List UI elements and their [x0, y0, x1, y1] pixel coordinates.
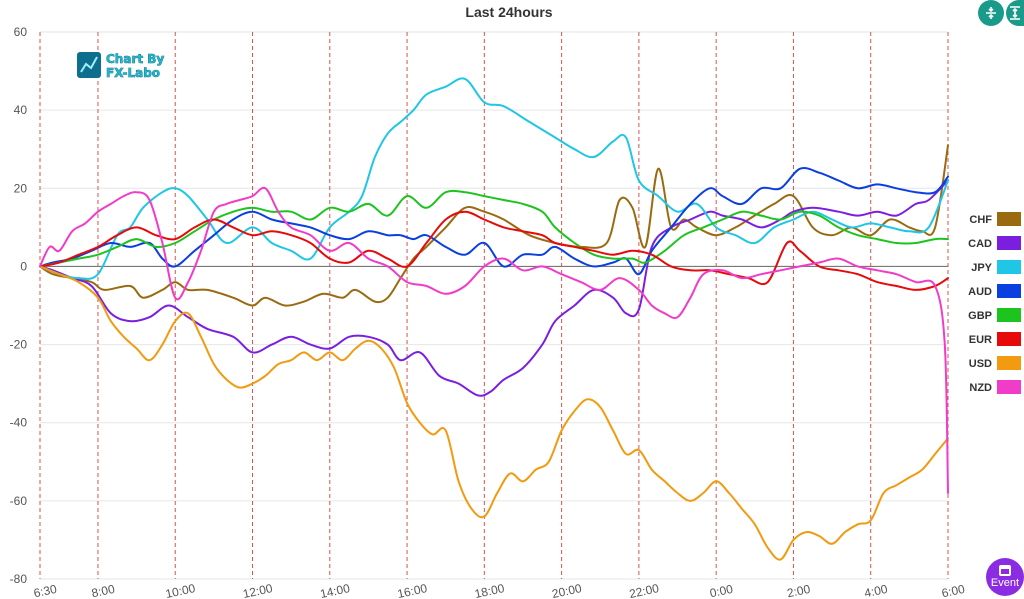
x-axis-ticks: 6:30 8:00 10:00 12:00 14:00 16:00 18:00 20:00 22…	[32, 581, 966, 599]
legend-swatch-gbp[interactable]	[997, 308, 1021, 322]
x-tick-label: 0:00	[708, 582, 734, 599]
logo-line2: FX-Labo	[106, 66, 160, 80]
legend-label-eur: EUR	[969, 334, 992, 346]
logo-line1: Chart By	[106, 52, 164, 66]
y-tick-label: 20	[14, 181, 28, 195]
legend-label-usd: USD	[969, 358, 992, 370]
x-tick-label: 6:00	[940, 582, 966, 599]
collapse-vertical-icon[interactable]	[978, 0, 1004, 26]
x-tick-label: 10:00	[164, 581, 197, 599]
x-tick-label: 22:00	[628, 581, 661, 599]
legend-label-cad: CAD	[968, 238, 992, 250]
legend-label-aud: AUD	[968, 286, 992, 298]
legend-swatch-nzd[interactable]	[997, 380, 1021, 394]
legend-swatch-cad[interactable]	[997, 236, 1021, 250]
y-tick-label: 60	[14, 25, 28, 39]
series-lines	[39, 77, 949, 561]
series-line-eur	[39, 210, 949, 291]
legend-label-jpy: JPY	[971, 262, 992, 274]
y-tick-label: 0	[20, 259, 27, 273]
legend-label-gbp: GBP	[968, 310, 992, 322]
event-button-label: Event	[990, 577, 1020, 589]
y-tick-label: -80	[10, 572, 28, 586]
x-tick-label: 8:00	[90, 582, 116, 599]
series-line-usd	[39, 265, 949, 561]
expand-vertical-icon[interactable]	[1006, 0, 1024, 26]
y-axis-ticks: 60 40 20 0 -20 -40 -60 -80	[10, 25, 28, 586]
x-tick-label: 6:30	[32, 582, 58, 599]
grid	[39, 31, 949, 580]
x-tick-label: 12:00	[242, 581, 275, 599]
x-tick-label: 2:00	[786, 582, 812, 599]
event-button[interactable]: Event	[986, 558, 1024, 596]
x-tick-label: 14:00	[319, 581, 352, 599]
legend-swatch-chf[interactable]	[997, 212, 1021, 226]
y-tick-label: -20	[10, 338, 28, 352]
x-tick-label: 20:00	[551, 581, 584, 599]
y-tick-label: 40	[14, 103, 28, 117]
legend-swatch-jpy[interactable]	[997, 260, 1021, 274]
calendar-icon	[999, 565, 1011, 576]
y-tick-label: -60	[10, 494, 28, 508]
series-line-aud	[39, 166, 949, 276]
legend-swatch-aud[interactable]	[997, 284, 1021, 298]
series-line-jpy	[39, 77, 949, 280]
legend-label-chf: CHF	[969, 214, 992, 226]
legend-label-nzd: NZD	[969, 382, 992, 394]
series-line-nzd	[39, 186, 949, 494]
x-tick-label: 4:00	[863, 582, 889, 599]
y-tick-label: -40	[10, 416, 28, 430]
chart-by-logo: Chart By FX-Labo	[77, 52, 165, 80]
legend: CHF CAD JPY AUD GBP EUR USD NZD	[968, 212, 1021, 394]
x-tick-label: 18:00	[473, 581, 506, 599]
series-line-gbp	[39, 189, 949, 268]
legend-swatch-eur[interactable]	[997, 332, 1021, 346]
logo-icon	[77, 52, 101, 78]
x-tick-label: 16:00	[396, 581, 429, 599]
chart-title: Last 24hours	[465, 4, 552, 20]
legend-swatch-usd[interactable]	[997, 356, 1021, 370]
